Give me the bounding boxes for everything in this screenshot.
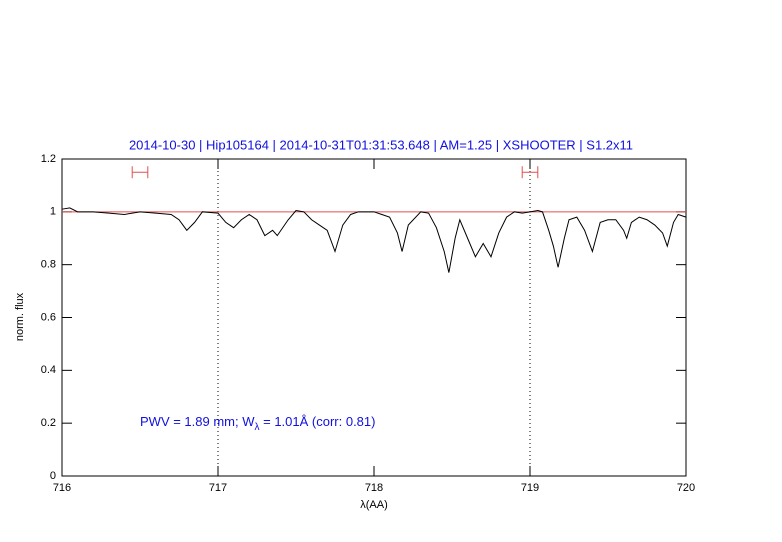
- y-tick-label: 0: [50, 470, 56, 482]
- y-tick-label: 0.4: [41, 364, 56, 376]
- annotation-part: PWV = 1.89 mm; W: [140, 414, 255, 429]
- spectrum-line: [61, 207, 687, 273]
- y-tick-label: 0.8: [41, 259, 56, 271]
- annotation-part: = 1.01Å (corr: 0.81): [260, 414, 376, 429]
- x-tick-label: 716: [53, 482, 71, 494]
- x-tick-label: 719: [521, 482, 539, 494]
- x-tick-label: 718: [365, 482, 383, 494]
- annotation-subscript: λ: [255, 422, 260, 433]
- y-tick-label: 1.2: [41, 153, 56, 165]
- y-tick-label: 1: [50, 206, 56, 218]
- y-axis-label: norm. flux: [14, 292, 26, 341]
- x-tick-label: 720: [677, 482, 695, 494]
- y-tick-label: 0.2: [41, 417, 56, 429]
- x-axis-label: λ(AA): [360, 499, 388, 511]
- chart-title: 2014-10-30 | Hip105164 | 2014-10-31T01:3…: [129, 137, 633, 152]
- y-tick-label: 0.6: [41, 311, 56, 323]
- interval-marker: [131, 166, 149, 179]
- interval-marker: [521, 166, 539, 179]
- x-tick-label: 717: [209, 482, 227, 494]
- annotation: PWV = 1.89 mm; Wλ = 1.01Å (corr: 0.81): [140, 414, 375, 432]
